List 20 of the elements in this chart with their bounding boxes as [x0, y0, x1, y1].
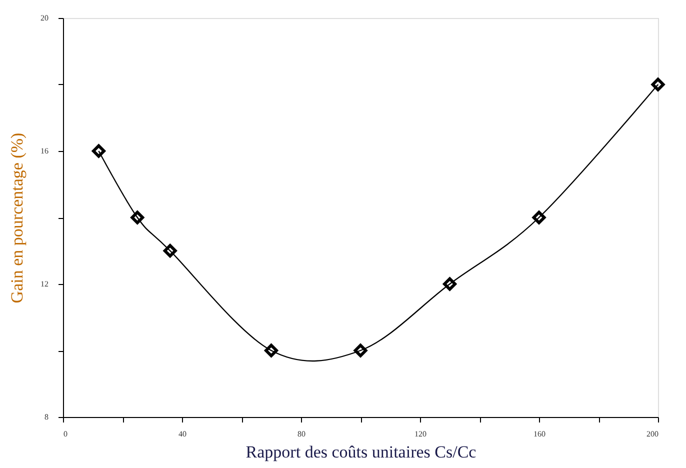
y-axis-title: Gain en pourcentage (%): [8, 132, 26, 304]
y-tick-label: 8: [44, 412, 48, 422]
x-axis-title: Rapport des coûts unitaires Cs/Cc: [246, 442, 477, 462]
x-tick-label: 120: [414, 430, 426, 438]
point: [651, 78, 665, 92]
x-tick-label: 80: [298, 430, 306, 438]
point: [532, 210, 546, 224]
y-tick-label: 20: [40, 14, 48, 22]
point: [443, 277, 456, 291]
y-tick-label: 12: [40, 280, 48, 288]
x-tick-label: 200: [646, 430, 658, 438]
point: [264, 344, 278, 358]
x-tick-label: 40: [178, 430, 186, 438]
point: [354, 344, 368, 358]
y-tick-label: 16: [40, 146, 48, 156]
point: [130, 210, 144, 224]
x-tick-label: 0: [64, 430, 68, 438]
point: [92, 144, 106, 158]
point: [163, 244, 177, 258]
x-tick-label: 160: [534, 430, 546, 438]
